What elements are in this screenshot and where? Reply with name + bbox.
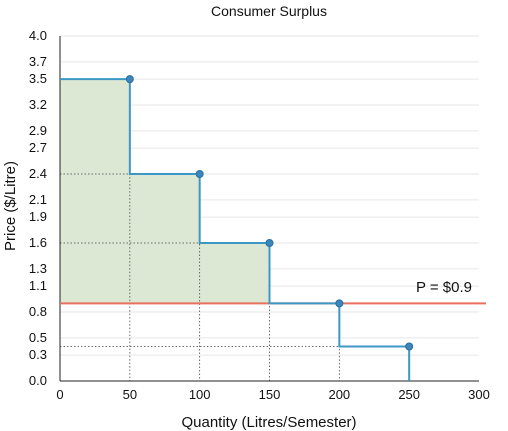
demand-point	[195, 170, 204, 178]
x-tick-label: 250	[398, 387, 420, 402]
y-tick-label: 0.3	[29, 347, 47, 362]
demand-point	[125, 75, 134, 84]
demand-points	[125, 75, 414, 351]
y-tick-label: 1.3	[29, 261, 47, 276]
y-tick-label: 3.7	[29, 54, 47, 69]
y-axis-title: Price ($/Litre)	[2, 161, 19, 251]
y-tick-label: 4.0	[29, 28, 47, 43]
surplus-block	[199, 243, 270, 304]
y-tick-label: 3.2	[29, 97, 47, 112]
y-tick-label: 3.5	[29, 71, 47, 86]
demand-point	[335, 299, 344, 308]
consumer-surplus-area	[60, 79, 270, 304]
y-tick-label: 0.8	[29, 304, 47, 319]
y-tick-label: 1.1	[29, 278, 47, 293]
x-axis-ticks: 0 50 100 150 200 250 300	[56, 387, 489, 402]
x-tick-label: 50	[123, 387, 137, 402]
chart-title: Consumer Surplus	[211, 3, 327, 19]
x-axis-title: Quantity (Litres/Semester)	[181, 414, 356, 431]
x-tick-label: 100	[189, 387, 211, 402]
y-tick-label: 1.9	[29, 209, 47, 224]
y-axis-ticks: 0.0 0.3 0.5 0.8 1.1 1.3 1.6 1.9 2.1 2.4 2.7 2.9 3.2 3…	[29, 28, 47, 388]
y-tick-label: 2.7	[29, 140, 47, 155]
demand-point	[265, 239, 274, 247]
price-line-label: P = $0.9	[416, 279, 472, 296]
y-tick-label: 0.0	[29, 373, 47, 388]
y-tick-label: 1.6	[29, 235, 47, 250]
demand-point	[405, 342, 414, 351]
surplus-block	[129, 174, 200, 304]
x-tick-label: 300	[468, 387, 490, 402]
y-tick-label: 2.4	[29, 166, 47, 181]
y-tick-label: 0.5	[29, 330, 47, 345]
y-tick-label: 2.1	[29, 192, 47, 207]
x-tick-label: 150	[259, 387, 281, 402]
y-tick-label: 2.9	[29, 123, 47, 138]
surplus-block	[60, 79, 130, 304]
x-tick-label: 200	[328, 387, 350, 402]
x-tick-label: 0	[56, 387, 63, 402]
